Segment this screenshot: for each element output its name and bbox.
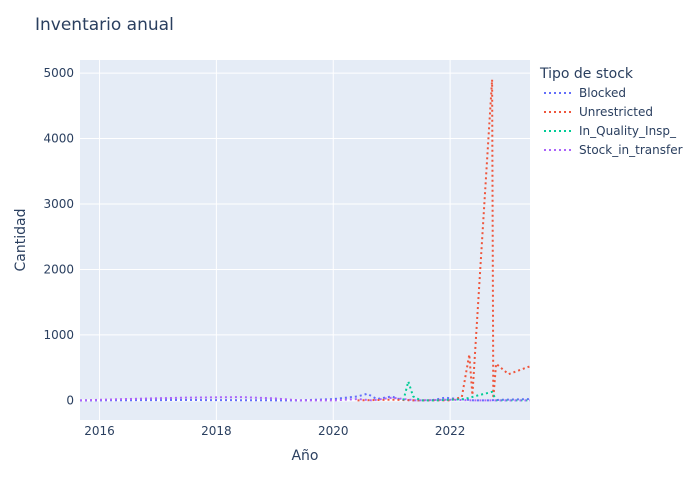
x-tick-label: 2016 xyxy=(84,424,115,438)
legend[interactable]: Blocked Unrestricted In_Quality_Insp_ Stock… xyxy=(544,86,683,157)
legend-label: Blocked xyxy=(579,86,626,100)
plot-area xyxy=(80,60,530,420)
legend-label: Stock_in_transfer xyxy=(579,143,683,157)
series-line-unrestricted xyxy=(357,78,531,402)
legend-label: Unrestricted xyxy=(579,105,653,119)
y-tick-label: 0 xyxy=(66,393,74,407)
y-tick-label: 1000 xyxy=(43,328,74,342)
x-gridlines xyxy=(99,60,451,420)
legend-item-in-quality-insp[interactable]: In_Quality_Insp_ xyxy=(544,124,677,138)
legend-item-unrestricted[interactable]: Unrestricted xyxy=(544,105,653,119)
x-tick-labels: 2016 2018 2020 2022 xyxy=(84,424,465,438)
y-axis-title: Cantidad xyxy=(13,209,29,272)
y-tick-label: 2000 xyxy=(43,262,74,276)
x-tick-label: 2020 xyxy=(318,424,349,438)
legend-title: Tipo de stock xyxy=(539,66,634,82)
series-lines xyxy=(79,78,531,402)
y-tick-label: 3000 xyxy=(43,197,74,211)
series-line-stock-in-transfer xyxy=(79,396,530,402)
legend-item-stock-in-transfer[interactable]: Stock_in_transfer xyxy=(544,143,683,157)
x-axis-title: Año xyxy=(291,448,318,464)
y-tick-labels: 0 1000 2000 3000 4000 5000 xyxy=(43,66,74,407)
legend-item-blocked[interactable]: Blocked xyxy=(544,86,626,100)
y-tick-label: 4000 xyxy=(43,132,74,146)
y-tick-label: 5000 xyxy=(43,66,74,80)
x-tick-label: 2022 xyxy=(435,424,466,438)
series-line-in-quality-insp xyxy=(402,380,530,402)
legend-label: In_Quality_Insp_ xyxy=(579,124,677,138)
chart-title: Inventario anual xyxy=(35,15,174,35)
x-tick-label: 2018 xyxy=(201,424,232,438)
